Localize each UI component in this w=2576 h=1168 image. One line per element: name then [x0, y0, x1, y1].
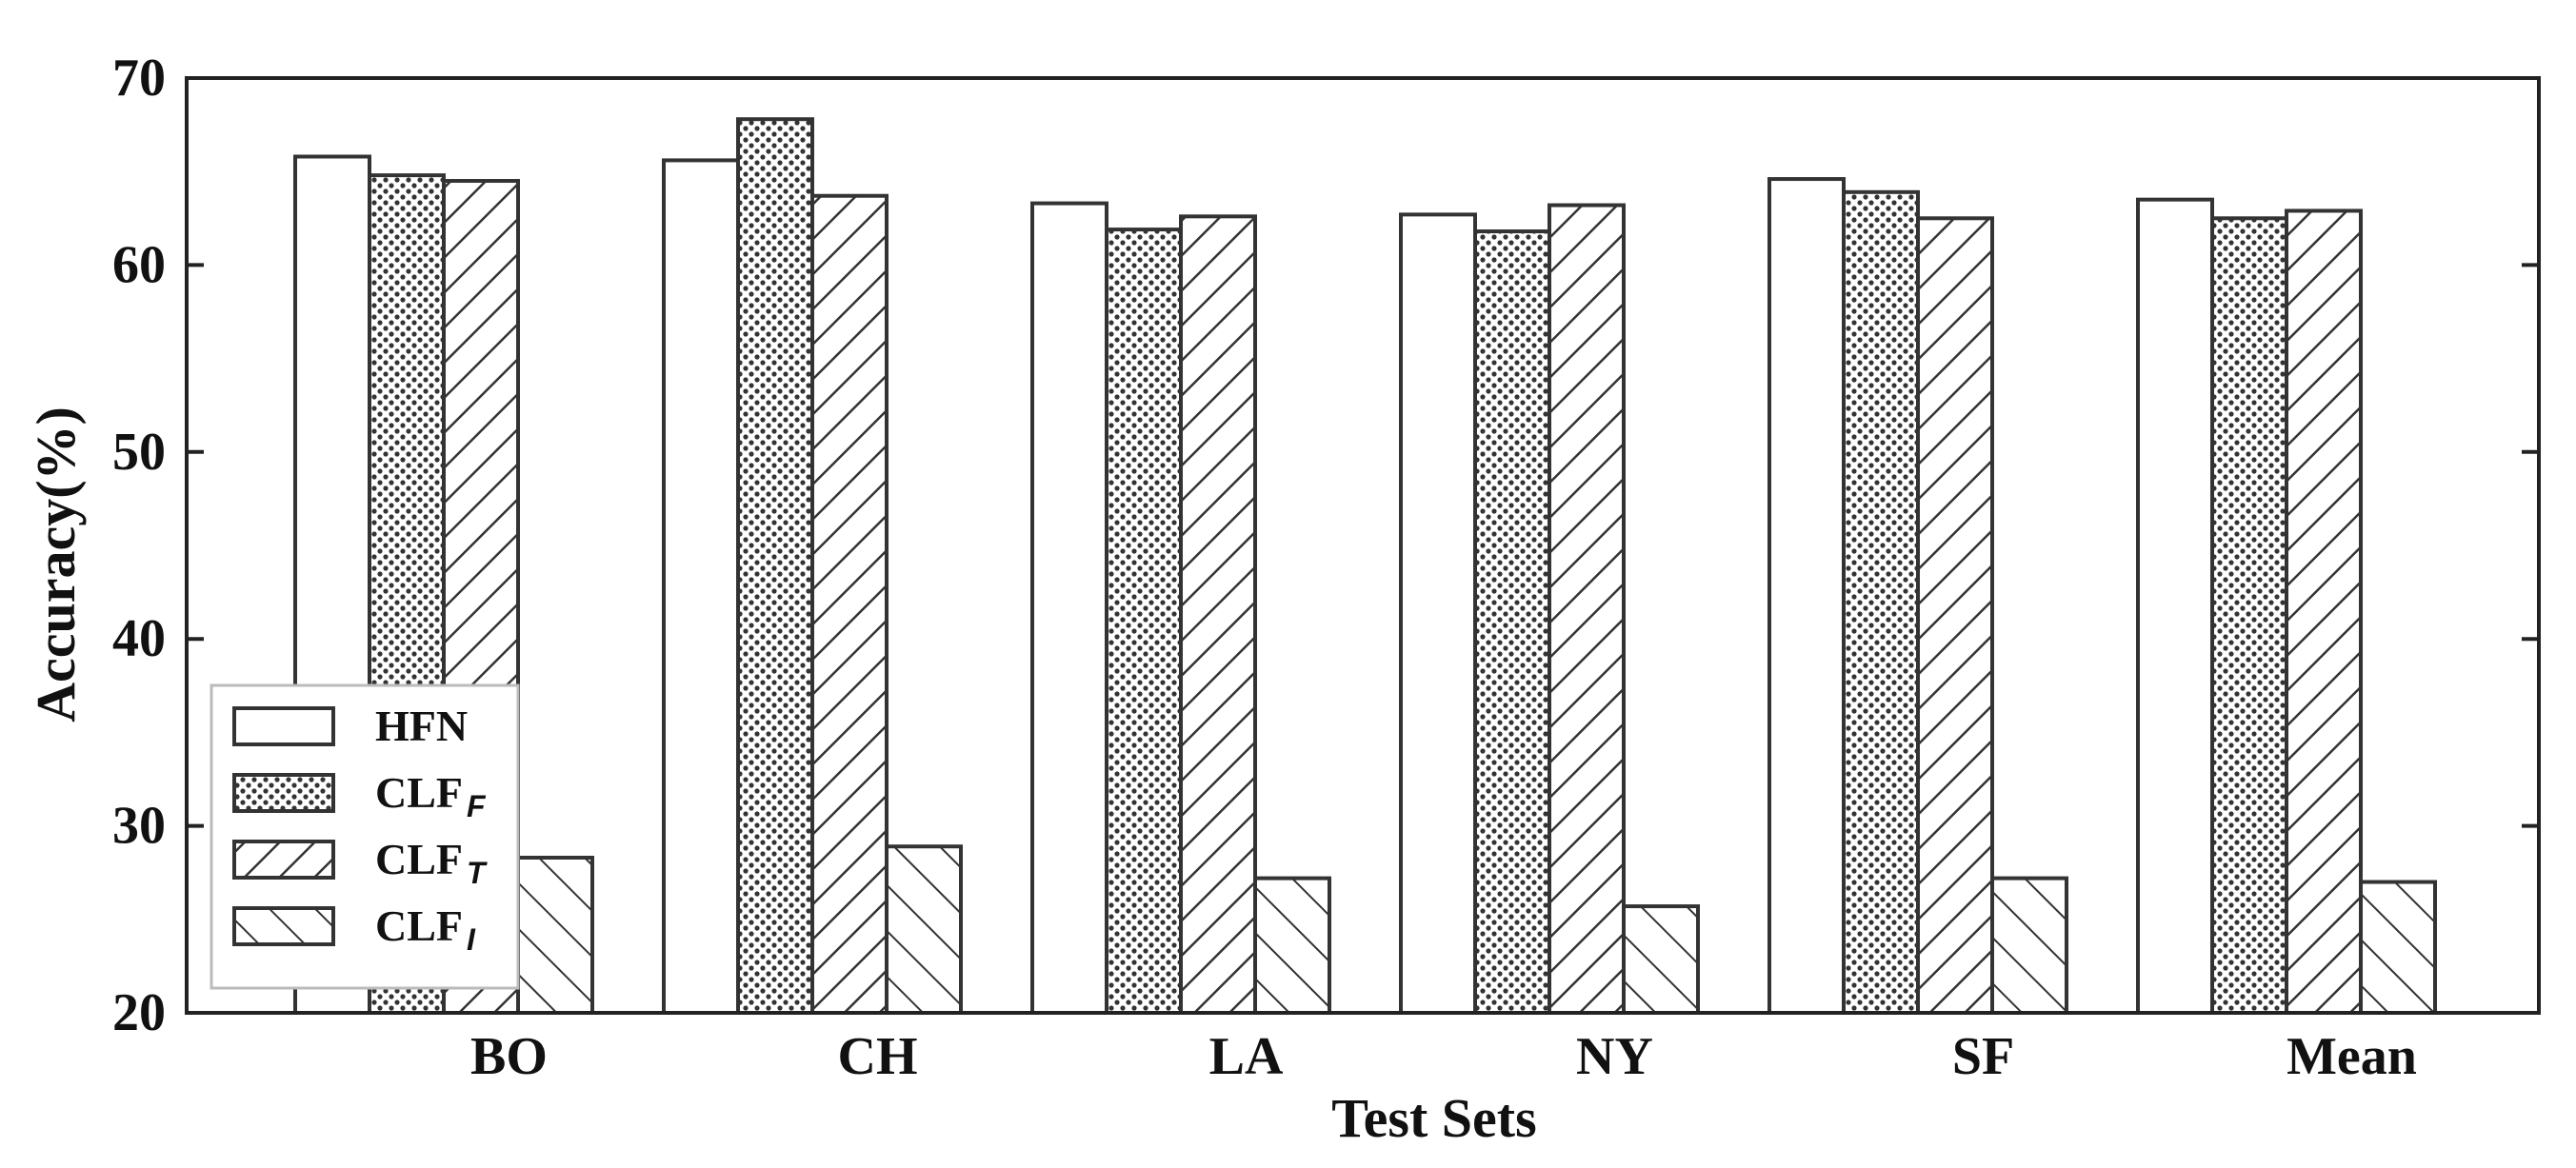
bar-bo-clf-i	[516, 855, 594, 1015]
legend-label: CLF I	[375, 901, 476, 957]
y-tick-label: 20	[112, 983, 166, 1042]
bar-mean-clf-f	[2210, 216, 2288, 1016]
legend-swatch	[232, 840, 335, 880]
bar-ny-hfn	[1399, 212, 1477, 1015]
y-tick-label: 30	[112, 797, 166, 856]
bar-ch-hfn	[662, 158, 740, 1015]
legend-label: CLF F	[375, 768, 487, 823]
y-axis-title: Accuracy(%)	[25, 406, 87, 723]
x-tick-label: CH	[838, 1027, 918, 1086]
bar-sf-hfn	[1767, 177, 1846, 1015]
y-tick-label: 70	[112, 49, 166, 108]
legend-swatch	[232, 706, 335, 746]
x-tick-label: LA	[1209, 1027, 1284, 1086]
bar-la-hfn	[1030, 201, 1108, 1015]
bar-sf-clf-f	[1842, 189, 1920, 1015]
y-tick-label: 60	[112, 235, 166, 294]
bar-mean-hfn	[2136, 197, 2214, 1016]
x-tick-label: BO	[470, 1027, 548, 1086]
bars-layer: BO CH LA NY SF Mean	[293, 117, 2437, 1086]
plot-frame	[185, 76, 2541, 1015]
legend-label: CLF T	[375, 835, 488, 890]
x-axis-title: Test Sets	[1331, 1087, 1536, 1149]
y-tick-label: 50	[112, 423, 166, 482]
bar-la-clf-t	[1179, 214, 1257, 1015]
legend: HFN CLF F CLF T CLF I	[210, 683, 520, 990]
bar-ch-clf-t	[810, 193, 889, 1015]
legend-swatch	[232, 906, 335, 946]
bar-mean-clf-i	[2359, 880, 2437, 1016]
y-tick-label: 40	[112, 609, 166, 668]
bar-ny-clf-i	[1622, 904, 1700, 1015]
bar-ny-clf-f	[1473, 229, 1551, 1016]
bar-ch-clf-i	[885, 844, 963, 1015]
bar-sf-clf-t	[1916, 216, 1994, 1016]
bar-sf-clf-i	[1990, 876, 2068, 1015]
bar-ny-clf-t	[1548, 203, 1626, 1015]
legend-swatch	[232, 773, 335, 813]
x-tick-label: SF	[1952, 1027, 2014, 1086]
bar-ch-clf-f	[736, 117, 814, 1015]
x-tick-label: NY	[1576, 1027, 1653, 1086]
bar-la-clf-f	[1105, 228, 1183, 1016]
legend-label: HFN	[375, 702, 468, 750]
ticks-layer: 20 30 40 50 60 70	[112, 49, 2539, 1042]
bar-la-clf-i	[1253, 876, 1331, 1015]
bar-mean-clf-t	[2285, 208, 2363, 1016]
x-tick-label: Mean	[2286, 1027, 2417, 1086]
